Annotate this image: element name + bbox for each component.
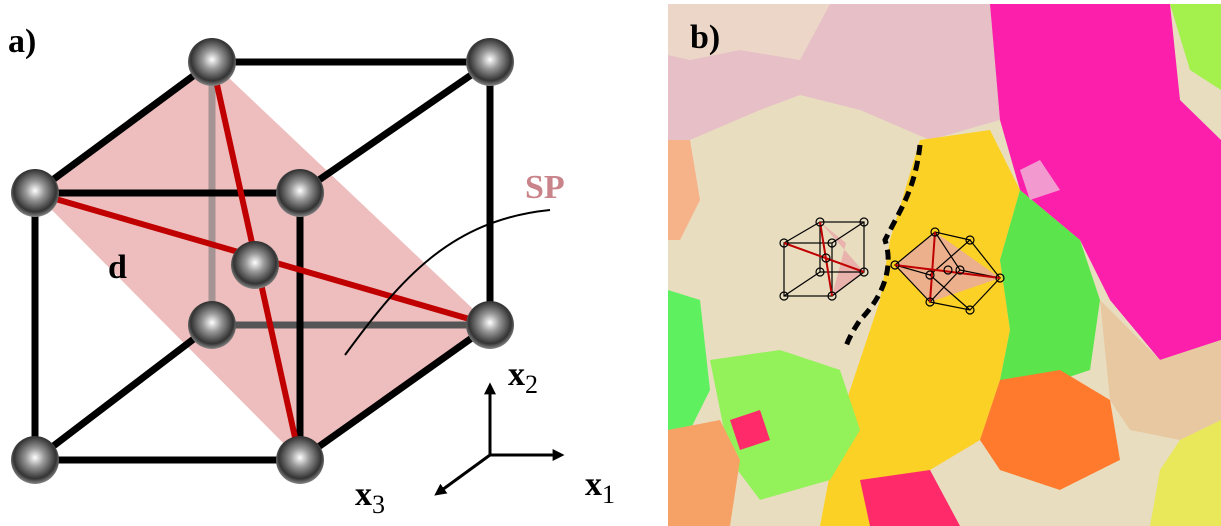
plane-label: SP: [525, 169, 565, 206]
axis-label: x1: [585, 466, 615, 509]
panel-label: a): [8, 23, 36, 60]
vector-label: d: [108, 249, 127, 286]
figure: a): [0, 0, 1221, 526]
axis-label: x2: [508, 356, 538, 399]
panel-b: b): [668, 4, 1221, 526]
panel-a: a): [8, 23, 615, 519]
axis-label: x3: [355, 476, 385, 519]
panel-label: b): [690, 19, 720, 56]
axes: [442, 392, 555, 490]
